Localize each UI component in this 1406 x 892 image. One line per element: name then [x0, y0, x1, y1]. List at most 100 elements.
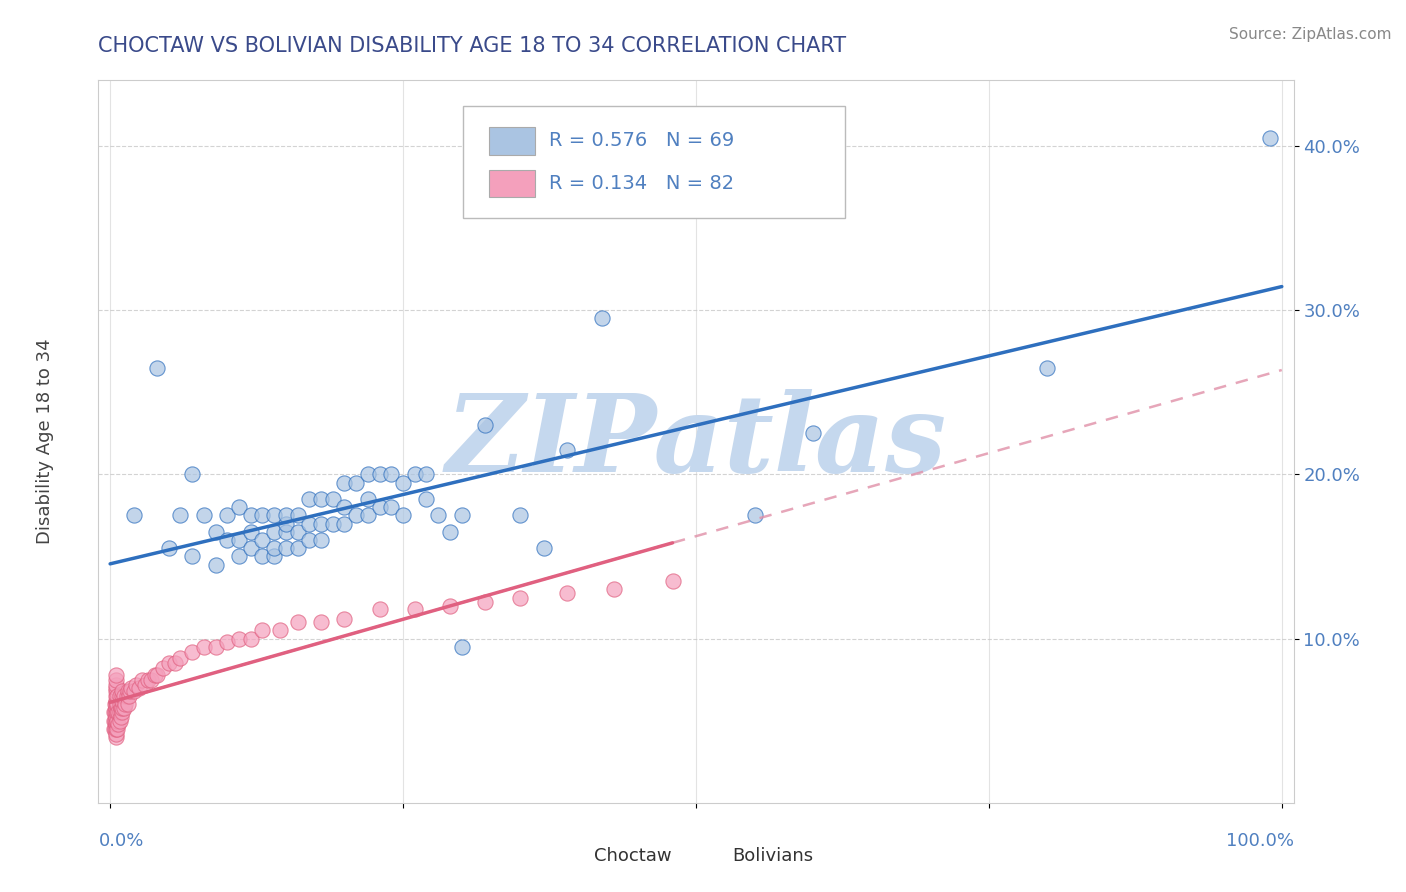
Point [193, 640, 215, 654]
Point [111, 689, 134, 703]
Point [105, 730, 128, 744]
Point [555, 585, 578, 599]
Point [427, 508, 450, 523]
Point [309, 533, 332, 547]
Point [143, 667, 166, 681]
Point [120, 684, 141, 698]
Point [105, 698, 128, 712]
Point [239, 508, 262, 523]
Point [105, 677, 128, 691]
Point [163, 657, 186, 671]
Point [591, 311, 613, 326]
Point [105, 673, 128, 687]
Point [110, 710, 132, 724]
Point [136, 673, 159, 687]
Point [269, 624, 291, 638]
Point [415, 491, 437, 506]
Point [105, 689, 128, 703]
Point [239, 524, 262, 539]
Point [392, 475, 415, 490]
Point [169, 651, 191, 665]
Point [125, 677, 148, 691]
Text: CHOCTAW VS BOLIVIAN DISABILITY AGE 18 TO 34 CORRELATION CHART: CHOCTAW VS BOLIVIAN DISABILITY AGE 18 TO… [98, 36, 846, 55]
Point [108, 714, 131, 728]
Point [105, 667, 128, 681]
Point [274, 516, 297, 531]
Point [105, 722, 128, 736]
Point [263, 541, 285, 556]
Point [263, 508, 285, 523]
Point [128, 681, 150, 695]
Point [169, 508, 191, 523]
Point [274, 541, 297, 556]
Point [287, 524, 309, 539]
Point [603, 582, 626, 597]
Point [131, 673, 153, 687]
Point [112, 700, 135, 714]
Point [239, 541, 262, 556]
Point [263, 549, 285, 564]
Point [114, 698, 136, 712]
Point [105, 706, 128, 720]
Point [217, 508, 239, 523]
Point [439, 524, 461, 539]
Point [111, 684, 134, 698]
Text: Bolivians: Bolivians [733, 847, 813, 865]
Point [228, 500, 250, 515]
Point [146, 667, 169, 681]
Point [105, 684, 128, 698]
Point [404, 602, 426, 616]
Point [204, 558, 226, 572]
Point [392, 508, 415, 523]
Point [555, 442, 578, 457]
Point [439, 599, 461, 613]
Point [204, 640, 226, 654]
FancyBboxPatch shape [463, 105, 845, 218]
Point [228, 533, 250, 547]
Point [103, 706, 125, 720]
Point [322, 516, 344, 531]
Point [333, 516, 356, 531]
Point [117, 684, 139, 698]
Point [661, 574, 683, 588]
Point [309, 516, 332, 531]
Point [1258, 130, 1281, 145]
Point [333, 500, 356, 515]
Point [103, 714, 125, 728]
Point [104, 714, 127, 728]
Point [104, 698, 127, 712]
Point [380, 467, 402, 482]
Point [108, 698, 131, 712]
Point [357, 467, 380, 482]
Point [181, 467, 204, 482]
Point [217, 533, 239, 547]
Point [801, 426, 824, 441]
Point [104, 722, 127, 736]
Point [344, 475, 367, 490]
Point [122, 508, 145, 523]
Point [105, 694, 128, 708]
Text: Source: ZipAtlas.com: Source: ZipAtlas.com [1229, 27, 1392, 42]
Point [152, 661, 174, 675]
Point [111, 706, 134, 720]
Point [474, 595, 496, 609]
Point [103, 722, 125, 736]
Point [298, 516, 321, 531]
Bar [696, 847, 725, 866]
Text: 0.0%: 0.0% [98, 831, 143, 850]
Point [110, 700, 132, 714]
Point [252, 533, 274, 547]
Point [228, 549, 250, 564]
Point [146, 360, 169, 375]
Point [450, 508, 472, 523]
Point [118, 689, 141, 703]
Point [105, 717, 128, 731]
Point [274, 524, 297, 539]
Point [333, 475, 356, 490]
Point [368, 467, 391, 482]
Text: R = 0.576   N = 69: R = 0.576 N = 69 [548, 130, 734, 150]
Point [333, 612, 356, 626]
Point [105, 681, 128, 695]
Point [298, 533, 321, 547]
Point [239, 632, 262, 646]
